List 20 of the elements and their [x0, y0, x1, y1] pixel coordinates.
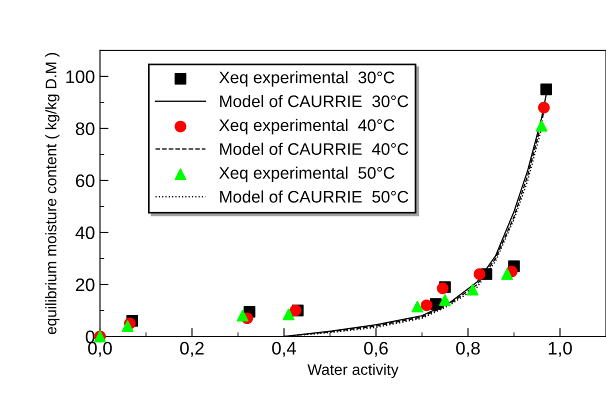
y-tick-label: 0 — [86, 330, 94, 344]
x-tick-label: 0,0 — [88, 342, 112, 357]
y-tick-label: 100 — [66, 70, 94, 84]
x-tick-label: 0,8 — [456, 342, 480, 357]
legend-label: Xeq experimental 50°C — [219, 166, 394, 182]
y-tick-label: 40 — [75, 226, 94, 240]
x-tick-label: 1,0 — [548, 342, 572, 357]
y-axis-title: equilibrium moisture content ( kg/kg D.M ) — [45, 53, 60, 334]
legend-label: Xeq experimental 30°C — [219, 71, 394, 87]
legend-label: Model of CAURRIE 50°C — [220, 190, 408, 203]
legend-label: Model of CAURRIE 40°C — [220, 142, 408, 155]
legend-label: Xeq experimental 40°C — [219, 118, 394, 134]
y-tick-label: 60 — [76, 174, 94, 188]
x-tick-label: 0,6 — [364, 342, 388, 357]
legend-label: Model of CAURRIE 30°C — [220, 94, 408, 108]
y-tick-label: 80 — [76, 122, 94, 136]
x-axis-title: Water activity — [308, 364, 399, 378]
x-tick-label: 0,4 — [272, 342, 296, 357]
y-tick-label: 20 — [76, 278, 94, 292]
x-tick-label: 0,2 — [180, 342, 204, 357]
